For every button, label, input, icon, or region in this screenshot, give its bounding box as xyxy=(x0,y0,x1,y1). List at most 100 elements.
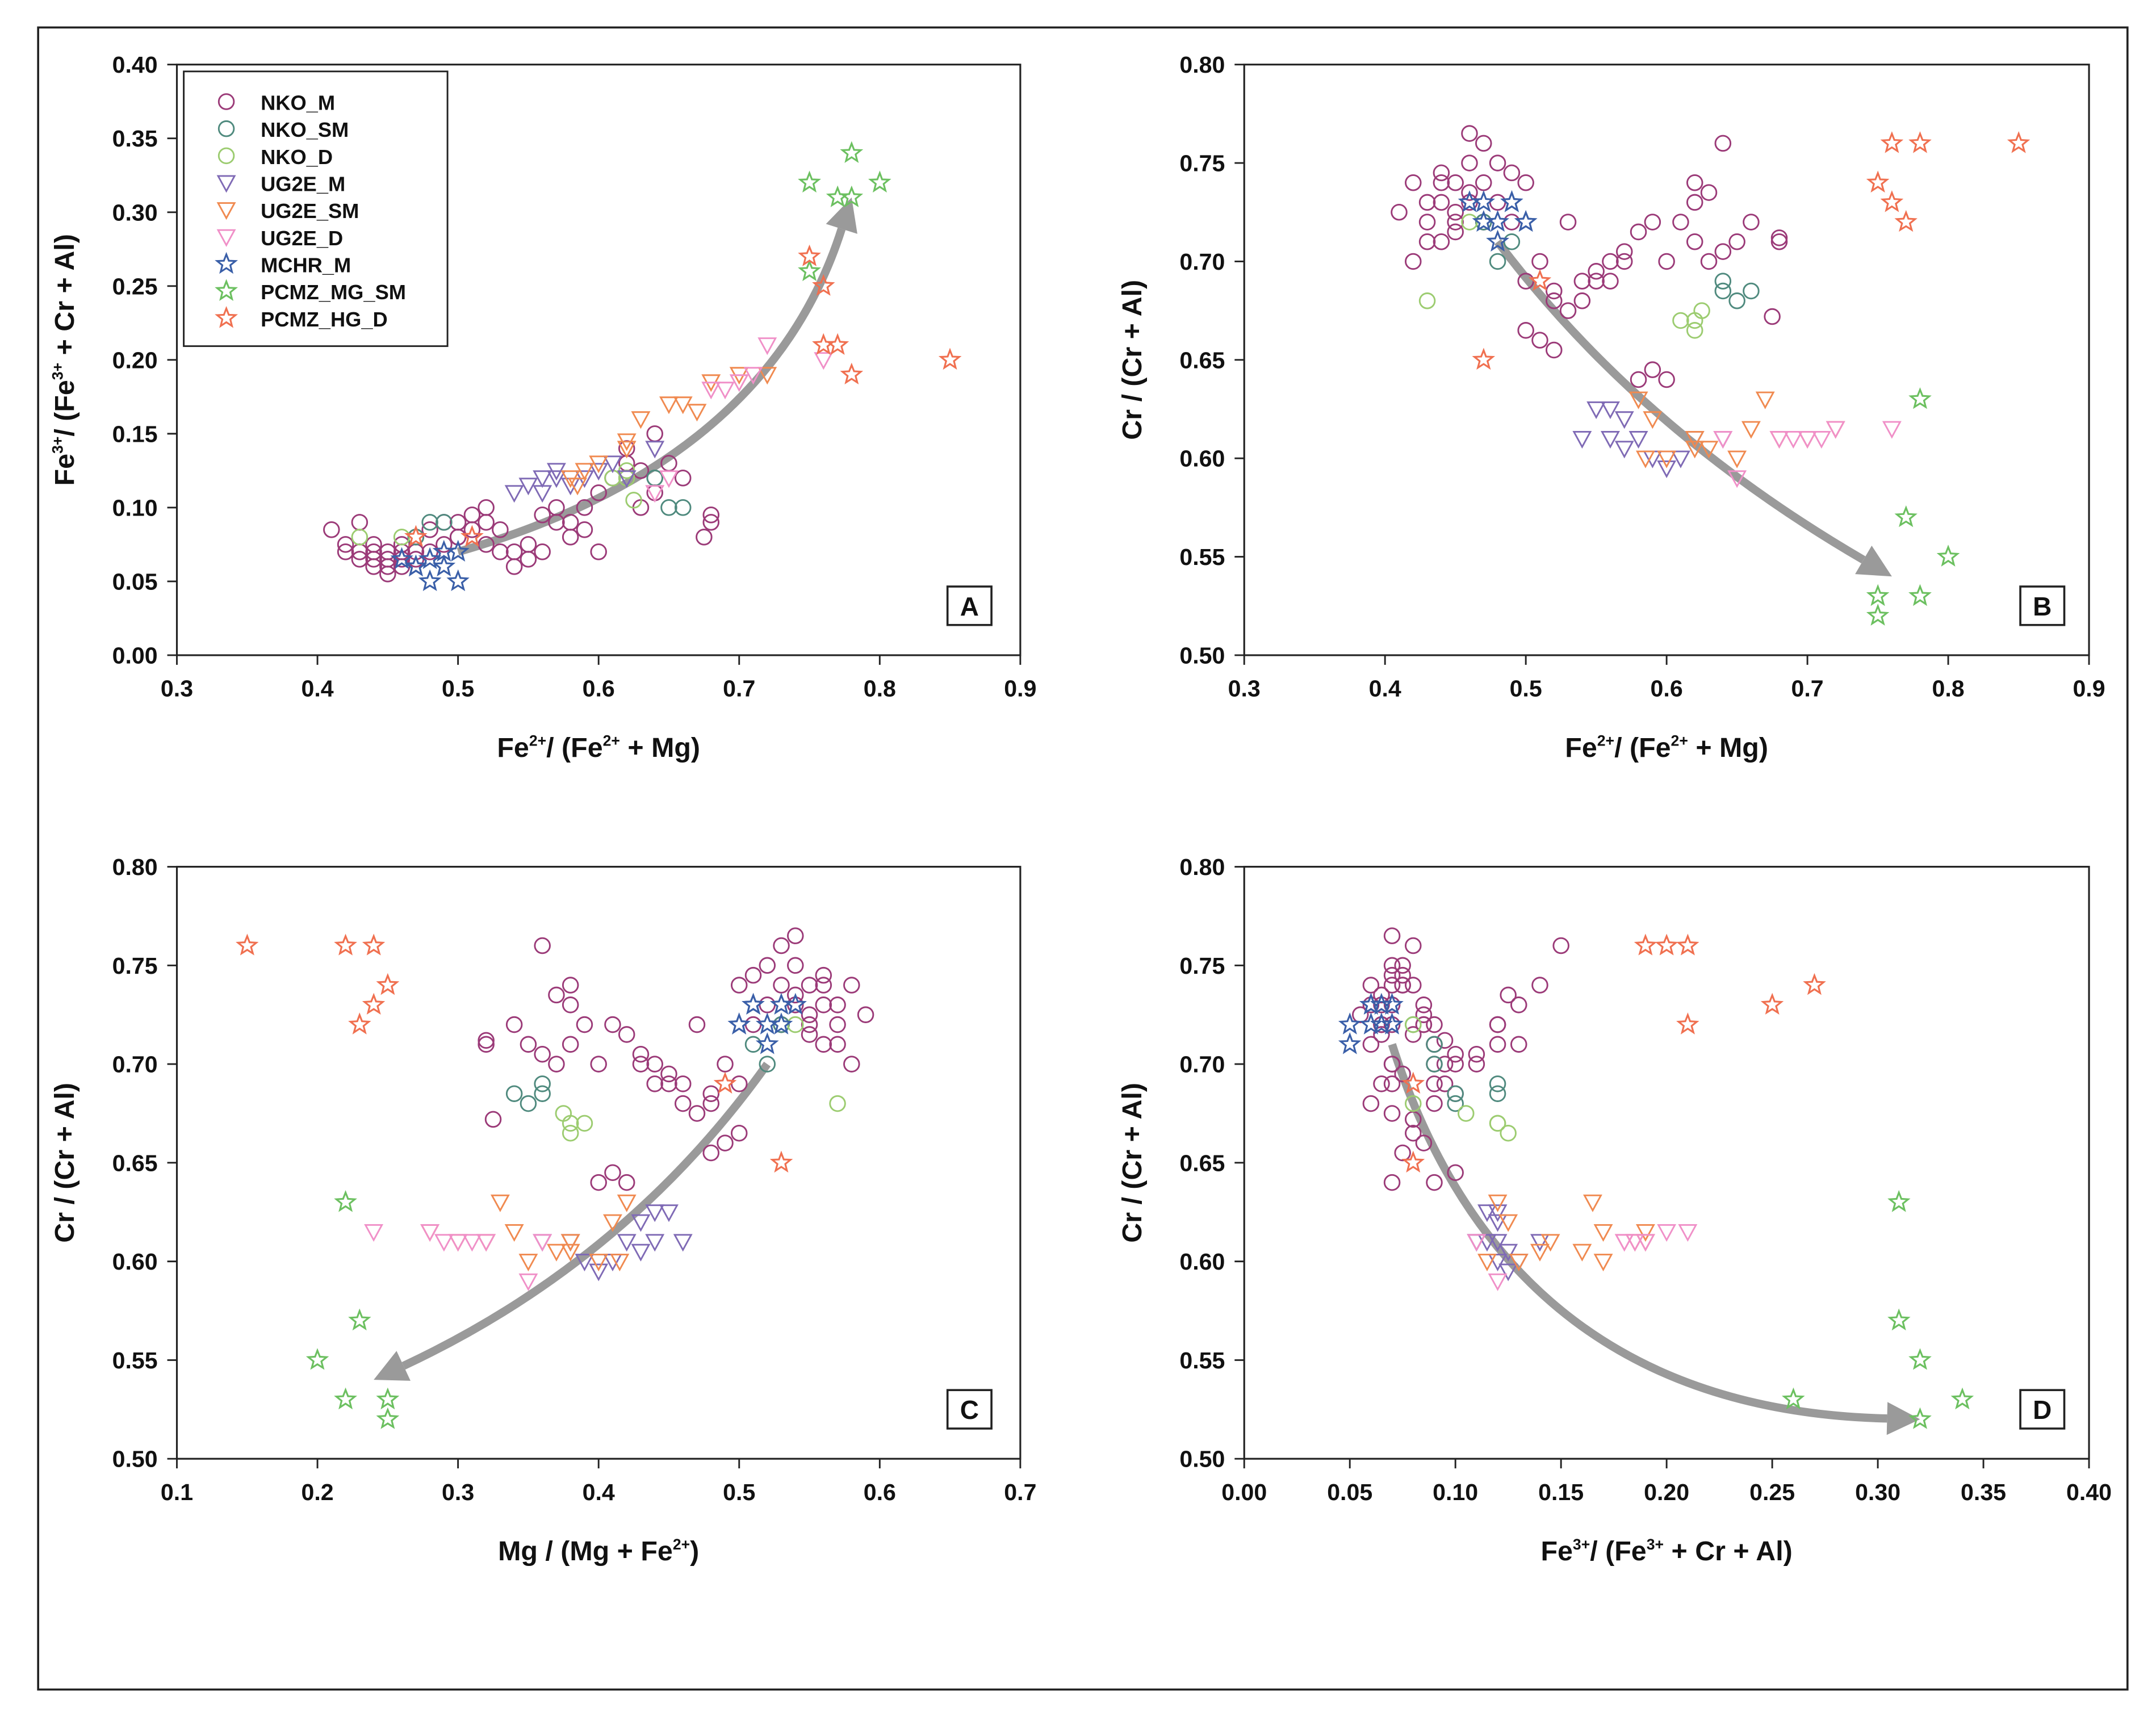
data-point xyxy=(490,1194,510,1212)
data-point xyxy=(1588,273,1605,290)
data-point xyxy=(560,1234,580,1252)
y-tick-label: 0.30 xyxy=(112,199,158,225)
data-point xyxy=(1728,233,1745,250)
y-tick-label: 0.60 xyxy=(1179,446,1225,472)
data-point xyxy=(1359,1012,1383,1035)
data-point xyxy=(1405,977,1422,994)
series-NKO_D xyxy=(1418,213,1710,339)
data-point xyxy=(404,525,428,547)
series-UG2E_D xyxy=(364,1224,552,1291)
plot-area xyxy=(1243,64,2090,656)
x-tick-label: 0.7 xyxy=(1004,1479,1036,1505)
data-point xyxy=(1370,992,1393,1015)
data-point xyxy=(575,463,595,481)
trend-arrow-shaft xyxy=(457,227,846,556)
label-part: / (Fe xyxy=(49,380,80,436)
data-point xyxy=(1545,341,1563,359)
data-point xyxy=(815,966,832,984)
data-point xyxy=(1676,1012,1699,1035)
data-point xyxy=(376,1407,400,1429)
data-point xyxy=(505,1016,523,1033)
data-point xyxy=(1676,933,1699,956)
series-NKO_SM xyxy=(407,470,692,546)
series-UG2E_SM xyxy=(560,367,777,496)
data-point xyxy=(1743,213,1760,231)
data-point xyxy=(1658,371,1675,388)
data-point xyxy=(576,1115,593,1132)
x-tick-label: 0.2 xyxy=(301,1479,333,1505)
data-point xyxy=(590,1174,607,1191)
data-point xyxy=(801,1026,818,1043)
data-point xyxy=(478,499,495,516)
data-point xyxy=(1743,282,1760,300)
data-point xyxy=(787,927,804,944)
label-part: Fe xyxy=(1565,732,1597,763)
panel-B: 0.3 0.4 0.5 0.6 0.7 0.8 0.9 0.50 0.55 0.60 0.65 0.7… xyxy=(1117,52,2105,763)
y-tick-label: 0.10 xyxy=(112,495,158,521)
data-point xyxy=(1405,1124,1422,1142)
data-point xyxy=(1405,174,1422,191)
data-point xyxy=(798,244,821,266)
data-point xyxy=(446,569,470,592)
data-point xyxy=(673,1234,693,1252)
data-point xyxy=(1615,243,1633,260)
data-point xyxy=(1447,1095,1464,1112)
x-tick-label: 0.20 xyxy=(1644,1479,1689,1505)
y-tick-label: 0.40 xyxy=(112,52,158,78)
data-point xyxy=(1593,1254,1613,1272)
legend-marker xyxy=(215,252,238,274)
x-tick-label: 0.8 xyxy=(1932,676,1964,702)
data-point xyxy=(1887,1190,1911,1212)
data-point xyxy=(787,957,804,974)
legend: NKO_M NKO_SM NKO_D UG2E_M UG2E_SM UG2E_D MCHR_… xyxy=(183,70,449,347)
panel-label-box xyxy=(946,1389,993,1430)
data-point xyxy=(1671,450,1690,468)
data-point xyxy=(1510,996,1527,1014)
data-point xyxy=(1530,1234,1550,1252)
data-point xyxy=(759,1056,776,1073)
data-point xyxy=(1657,450,1677,468)
label-part: Cr / (Cr + Al) xyxy=(1117,280,1148,440)
data-point xyxy=(1866,604,1890,626)
data-point xyxy=(1545,292,1563,309)
superscript: 3+ xyxy=(49,437,66,454)
data-point xyxy=(829,996,846,1014)
data-point xyxy=(840,185,864,207)
data-point xyxy=(236,933,259,956)
legend-marker xyxy=(215,306,238,328)
data-point xyxy=(868,170,891,193)
data-point xyxy=(1447,1056,1464,1073)
data-point xyxy=(1700,184,1718,201)
data-point xyxy=(533,470,552,488)
legend-marker xyxy=(217,147,235,165)
data-point xyxy=(602,1214,622,1232)
data-point xyxy=(1447,1164,1464,1181)
data-point xyxy=(618,1174,635,1191)
data-point xyxy=(589,455,609,474)
data-point xyxy=(434,1234,454,1252)
data-point xyxy=(1672,213,1689,231)
data-point xyxy=(702,1095,720,1112)
data-point xyxy=(1727,470,1747,488)
data-point xyxy=(1426,1036,1443,1053)
x-tick-label: 0.4 xyxy=(301,676,333,702)
superscript: 2+ xyxy=(603,732,620,749)
data-point xyxy=(674,470,692,487)
data-point xyxy=(784,992,807,1015)
data-point xyxy=(1530,1243,1550,1262)
data-point xyxy=(1415,996,1433,1014)
data-point xyxy=(576,499,593,516)
data-point xyxy=(1811,430,1831,449)
data-point xyxy=(351,529,369,546)
data-point xyxy=(1475,174,1492,191)
data-point xyxy=(1531,977,1548,994)
data-point xyxy=(617,1234,637,1252)
data-point xyxy=(1894,210,1918,232)
data-point xyxy=(801,1006,818,1023)
data-point xyxy=(560,1243,580,1262)
data-point xyxy=(801,977,818,994)
data-point xyxy=(1394,966,1411,984)
data-point xyxy=(365,536,382,553)
y-tick-label: 0.75 xyxy=(1179,953,1225,979)
data-point xyxy=(1458,1105,1475,1122)
